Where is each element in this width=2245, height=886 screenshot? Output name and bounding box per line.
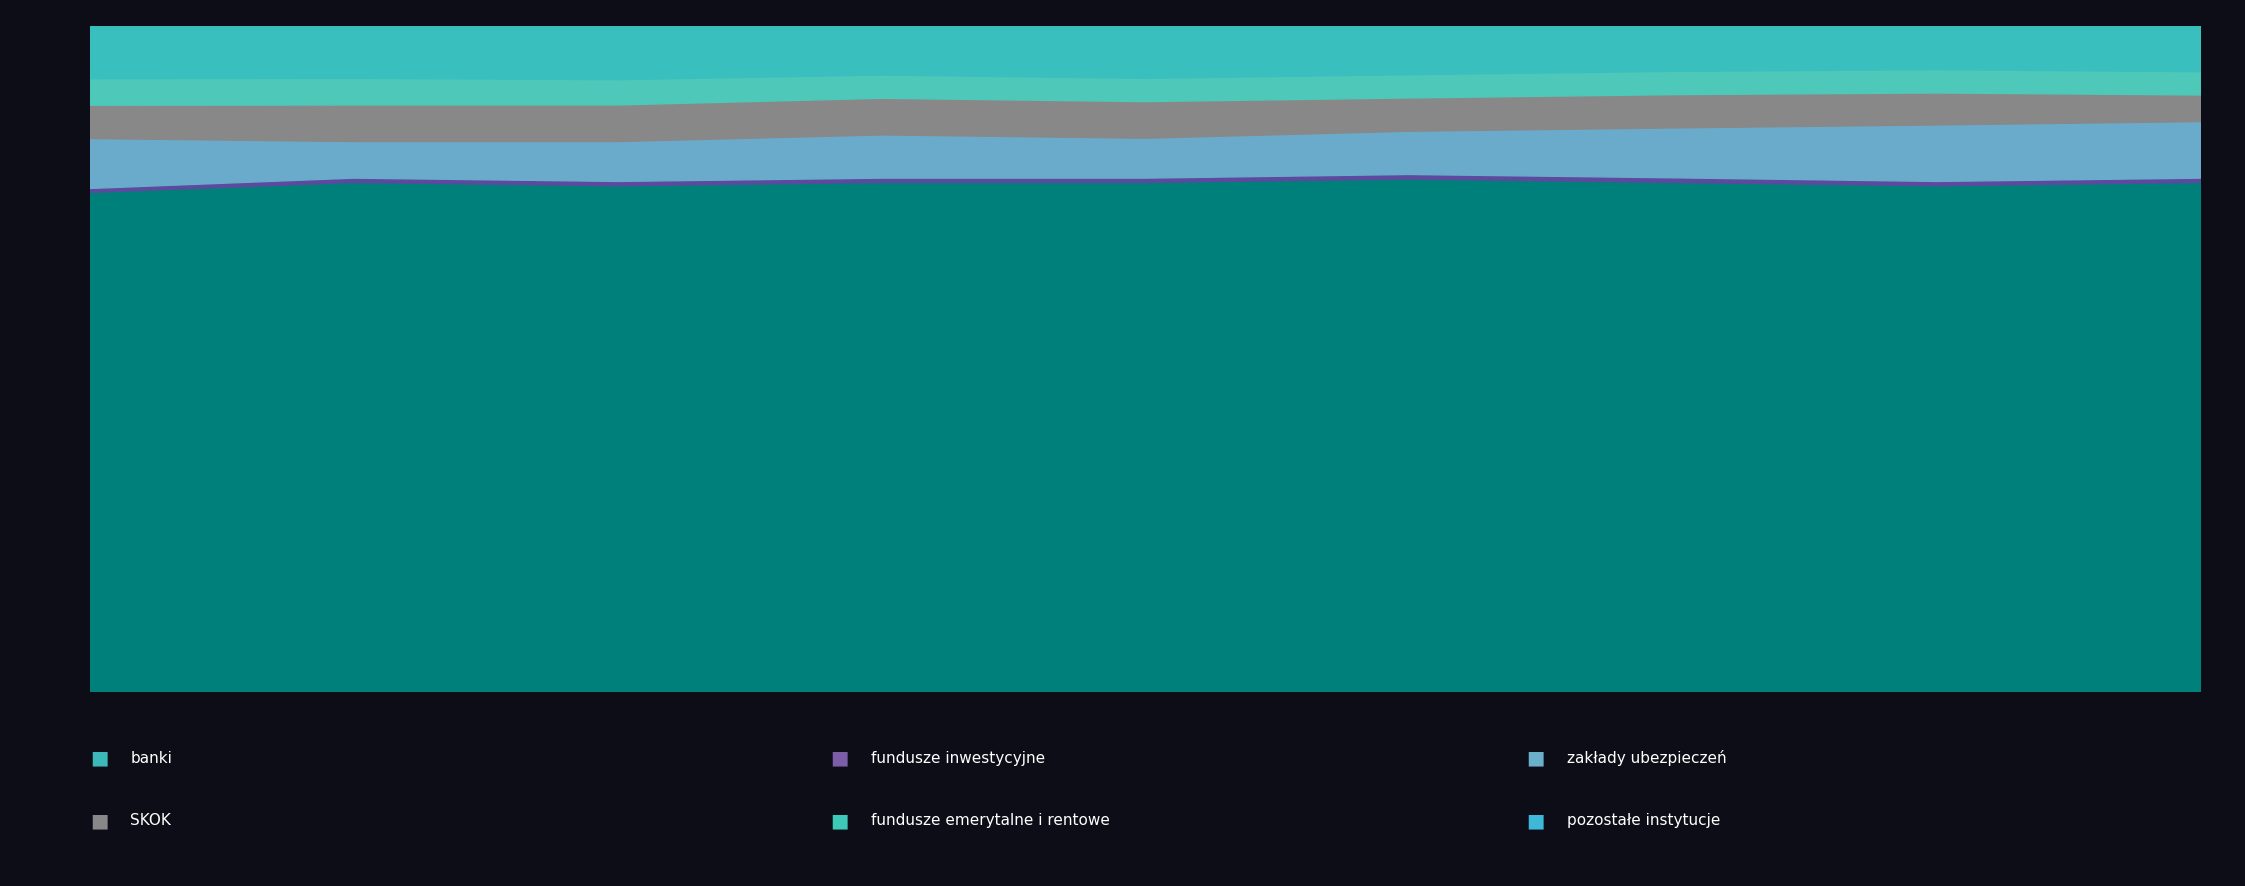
Text: ■: ■ <box>831 748 849 767</box>
Text: zakłady ubezpieczeń: zakłady ubezpieczeń <box>1567 750 1726 766</box>
Text: SKOK: SKOK <box>130 812 171 827</box>
Text: banki: banki <box>130 750 173 765</box>
Text: ■: ■ <box>1527 810 1545 829</box>
Text: ■: ■ <box>1527 748 1545 767</box>
Text: ■: ■ <box>90 748 108 767</box>
Text: pozostałe instytucje: pozostałe instytucje <box>1567 812 1720 827</box>
Text: fundusze emerytalne i rentowe: fundusze emerytalne i rentowe <box>871 812 1109 827</box>
Text: ■: ■ <box>90 810 108 829</box>
Text: fundusze inwestycyjne: fundusze inwestycyjne <box>871 750 1046 765</box>
Text: ■: ■ <box>831 810 849 829</box>
